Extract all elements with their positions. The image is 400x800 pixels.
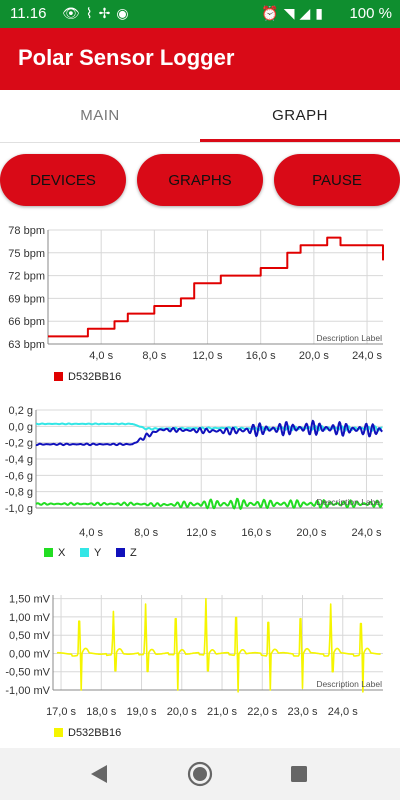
ecg-chart[interactable]: 17,0 s 18,0 s 19,0 s 20,0 s 21,0 s 22,0 s 23,0… [0, 585, 400, 745]
description-label: Description Label [316, 679, 382, 689]
heart-rate-chart[interactable]: 4,0 s 8,0 s 12,0 s 16,0 s 20,0 s 24,0 s 63 bpm… [0, 222, 400, 390]
description-label: Description Label [316, 333, 382, 343]
y-tick-label: 0,50 mV [9, 630, 51, 642]
wifi-icon: ◥ [283, 5, 300, 21]
home-icon[interactable] [187, 761, 213, 787]
x-tick-label: 20,0 s [167, 706, 197, 718]
status-right-icons: ⏰◥◢▮ [261, 5, 328, 22]
status-time: 11.16 [10, 5, 47, 22]
x-tick-label: 4,0 s [79, 527, 103, 539]
series-line-x [35, 497, 384, 510]
x-tick-label: 24,0 s [352, 350, 382, 362]
tab-divider [0, 142, 400, 143]
legend-label: D532BB16 [68, 727, 121, 739]
x-tick-label: 16,0 s [241, 527, 271, 539]
x-tick-label: 12,0 s [193, 350, 223, 362]
y-tick-label: 69 bpm [8, 293, 45, 305]
x-tick-label: 24,0 s [351, 527, 381, 539]
tab-main[interactable]: MAIN [80, 107, 120, 124]
signal-icon: ◢ [299, 5, 316, 21]
legend-label: Z [130, 547, 137, 559]
x-tick-label: 23,0 s [288, 706, 318, 718]
tab-indicator [200, 139, 400, 142]
y-tick-label: 66 bpm [8, 316, 45, 328]
status-bar: 11.16 👁⌇✢◉ ⏰◥◢▮ 100 % [0, 0, 400, 28]
y-tick-label: -0,6 g [5, 470, 33, 482]
y-tick-label: -1,00 mV [5, 685, 50, 697]
legend-swatch [44, 548, 53, 557]
series-line-d532bb16 [56, 597, 381, 693]
x-tick-label: 8,0 s [134, 527, 158, 539]
x-tick-label: 16,0 s [246, 350, 276, 362]
x-tick-label: 4,0 s [89, 350, 113, 362]
alarm-icon: ⏰ [261, 5, 284, 21]
x-tick-label: 19,0 s [127, 706, 157, 718]
x-tick-label: 8,0 s [142, 350, 166, 362]
back-icon[interactable] [89, 763, 109, 785]
vpn-icon: ◉ [116, 5, 135, 21]
y-tick-label: -0,8 g [5, 487, 33, 499]
y-tick-label: 72 bpm [8, 271, 45, 283]
x-tick-label: 12,0 s [186, 527, 216, 539]
y-tick-label: 63 bpm [8, 339, 45, 351]
x-tick-label: 24,0 s [328, 706, 358, 718]
ecg-chart-svg: 17,0 s 18,0 s 19,0 s 20,0 s 21,0 s 22,0 s 23,0… [5, 594, 383, 739]
y-tick-label: -0,50 mV [5, 667, 50, 679]
pause-button[interactable]: PAUSE [274, 154, 400, 206]
y-tick-label: 0,0 g [9, 421, 33, 433]
y-tick-label: -1,0 g [5, 503, 33, 515]
legend-swatch [54, 372, 63, 381]
description-label: Description Label [316, 497, 382, 507]
tab-bar: MAIN GRAPH [0, 90, 400, 142]
legend-swatch [54, 728, 63, 737]
y-tick-label: 78 bpm [8, 225, 45, 237]
legend-label: X [58, 547, 66, 559]
x-tick-label: 20,0 s [296, 527, 326, 539]
battery-text: 100 % [349, 5, 392, 22]
graphs-button[interactable]: GRAPHS [137, 154, 263, 206]
y-tick-label: 0,2 g [9, 405, 33, 417]
x-tick-label: 18,0 s [86, 706, 116, 718]
y-tick-label: 75 bpm [8, 248, 45, 260]
legend-swatch [116, 548, 125, 557]
app-title: Polar Sensor Logger [18, 45, 235, 70]
legend-swatch [80, 548, 89, 557]
recents-icon[interactable] [290, 765, 308, 783]
y-tick-label: 1,50 mV [9, 594, 51, 606]
app-bar: Polar Sensor Logger [0, 28, 400, 90]
network-icon: ⌇ [85, 5, 99, 21]
accelerometer-chart[interactable]: 4,0 s 8,0 s 12,0 s 16,0 s 20,0 s 24,0 s -1,0 g… [0, 400, 400, 568]
y-tick-label: 1,00 mV [9, 612, 51, 624]
accelerometer-chart-svg: 4,0 s 8,0 s 12,0 s 16,0 s 20,0 s 24,0 s -1,0 g… [5, 405, 384, 559]
fan-icon: ✢ [98, 5, 117, 21]
series-line-d532bb16 [48, 236, 384, 338]
y-tick-label: -0,2 g [5, 438, 33, 450]
x-tick-label: 20,0 s [299, 350, 329, 362]
y-tick-label: -0,4 g [5, 454, 33, 466]
heart-rate-chart-svg: 4,0 s 8,0 s 12,0 s 16,0 s 20,0 s 24,0 s 63 bpm… [8, 225, 384, 383]
system-nav-bar [0, 748, 400, 800]
devices-button[interactable]: DEVICES [0, 154, 126, 206]
x-tick-label: 22,0 s [247, 706, 277, 718]
battery-icon: ▮ [315, 5, 328, 21]
tab-graph[interactable]: GRAPH [272, 107, 328, 124]
x-tick-label: 21,0 s [207, 706, 237, 718]
status-left-icons: 👁⌇✢◉ [62, 5, 135, 22]
y-tick-label: 0,00 mV [9, 648, 51, 660]
legend-label: Y [94, 547, 102, 559]
x-tick-label: 17,0 s [46, 706, 76, 718]
eye-icon: 👁 [62, 5, 86, 21]
legend-label: D532BB16 [68, 371, 121, 383]
series-line-z [35, 419, 383, 447]
